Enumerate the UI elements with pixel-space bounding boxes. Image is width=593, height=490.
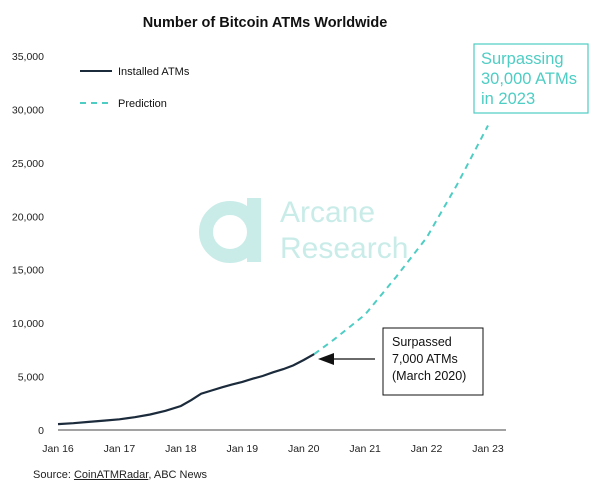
y-tick-label: 30,000 xyxy=(12,104,44,116)
arcane-logo-icon xyxy=(199,198,261,263)
y-tick-label: 0 xyxy=(38,425,44,437)
x-tick-labels: Jan 16 Jan 17 Jan 18 Jan 19 Jan 20 Jan 21 Jan … xyxy=(42,443,504,455)
watermark-line-2: Research xyxy=(280,232,408,265)
y-tick-label: 25,000 xyxy=(12,158,44,170)
y-tick-labels: 0 5,000 10,000 15,000 20,000 25,000 30,000 35,0… xyxy=(12,51,44,437)
source-prefix: Source: xyxy=(33,469,74,481)
annotation-prediction-line-2: 30,000 ATMs xyxy=(481,70,577,88)
chart-title: Number of Bitcoin ATMs Worldwide xyxy=(143,15,388,31)
series-prediction-line xyxy=(313,125,489,355)
annotation-prediction-box xyxy=(473,43,589,114)
annotation-surpassed: Surpassed 7,000 ATMs (March 2020) xyxy=(318,327,484,396)
y-tick-label: 5,000 xyxy=(18,372,44,384)
x-tick-label: Jan 17 xyxy=(104,443,136,455)
watermark: Arcane Research xyxy=(199,196,408,265)
source-rest: , ABC News xyxy=(148,469,208,481)
source-link[interactable]: CoinATMRadar xyxy=(73,469,149,481)
y-tick-label: 20,000 xyxy=(12,211,44,223)
x-tick-label: Jan 16 xyxy=(42,443,74,455)
chart: Number of Bitcoin ATMs Worldwide Arcane … xyxy=(12,15,589,455)
watermark-line-1: Arcane xyxy=(280,196,375,229)
y-tick-label: 35,000 xyxy=(12,51,44,63)
legend-installed-label: Installed ATMs xyxy=(118,66,190,78)
annotation-surpassed-line-2: 7,000 ATMs xyxy=(392,352,458,366)
legend: Installed ATMs Prediction xyxy=(80,66,190,110)
y-tick-label: 10,000 xyxy=(12,318,44,330)
legend-prediction-label: Prediction xyxy=(118,98,167,110)
source-note: Source: CoinATMRadar, ABC News xyxy=(33,469,207,481)
y-tick-label: 15,000 xyxy=(12,265,44,277)
x-tick-label: Jan 18 xyxy=(165,443,197,455)
x-tick-label: Jan 19 xyxy=(227,443,259,455)
annotation-prediction: Surpassing 30,000 ATMs in 2023 xyxy=(473,43,589,114)
x-tick-label: Jan 20 xyxy=(288,443,320,455)
annotation-surpassed-box xyxy=(382,327,484,396)
x-tick-label: Jan 21 xyxy=(349,443,381,455)
series-installed-line xyxy=(57,353,315,426)
annotation-surpassed-line-1: Surpassed xyxy=(392,335,452,349)
arrow-head-icon xyxy=(318,353,334,365)
annotation-surpassed-line-3: (March 2020) xyxy=(392,369,466,383)
annotation-prediction-line-3: in 2023 xyxy=(481,90,535,108)
x-tick-label: Jan 22 xyxy=(411,443,443,455)
annotation-prediction-line-1: Surpassing xyxy=(481,50,564,68)
x-tick-label: Jan 23 xyxy=(472,443,504,455)
